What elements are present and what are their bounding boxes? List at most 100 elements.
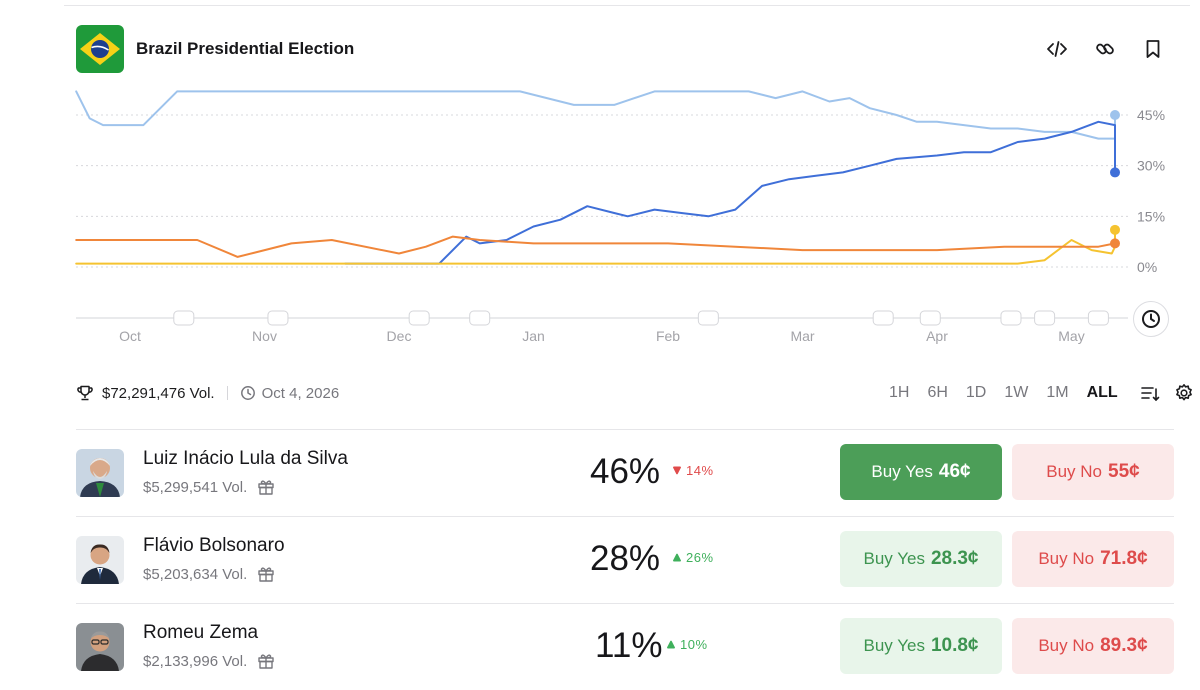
- y-tick-label: 30%: [1137, 158, 1165, 174]
- embed-button[interactable]: [1043, 35, 1071, 63]
- change-value: 14%: [686, 463, 714, 478]
- sort-button[interactable]: [1139, 382, 1161, 404]
- buy-no-price: 55¢: [1108, 461, 1140, 482]
- buy-no-label: Buy No: [1038, 549, 1095, 568]
- link-icon: [1096, 43, 1114, 55]
- range-1d[interactable]: 1D: [965, 384, 987, 401]
- gift-icon: [258, 480, 274, 495]
- x-tick-label: Dec: [387, 328, 412, 344]
- gift-icon: [258, 654, 274, 669]
- y-tick-label: 15%: [1137, 208, 1165, 224]
- candidate-volume: $5,299,541 Vol.: [143, 478, 275, 496]
- total-volume: $72,291,476 Vol.: [102, 384, 215, 402]
- candidate-volume: $5,203,634 Vol.: [143, 565, 275, 583]
- change-indicator: 10%: [666, 637, 708, 652]
- clock-icon: [1142, 310, 1160, 328]
- x-tick-label: Nov: [252, 328, 277, 344]
- chart-history-button[interactable]: [1133, 301, 1169, 337]
- timeline-marker: [1087, 310, 1109, 326]
- gift-button[interactable]: [257, 652, 275, 670]
- buy-no-button[interactable]: Buy No 89.3¢: [1012, 618, 1174, 674]
- change-value: 26%: [686, 550, 714, 565]
- timeline-marker: [408, 310, 430, 326]
- triangle-down-icon: [673, 466, 681, 475]
- timeline-marker: [872, 310, 894, 326]
- buy-yes-price: 46¢: [938, 461, 971, 482]
- market-header: Brazil Presidential Election: [76, 25, 1174, 73]
- x-tick-label: Mar: [790, 328, 814, 344]
- end-date: Oct 4, 2026: [261, 384, 340, 402]
- copy-link-button[interactable]: [1091, 35, 1119, 63]
- series-line-other: [75, 235, 1116, 258]
- outcome-row: Luiz Inácio Lula da Silva $5,299,541 Vol…: [76, 429, 1174, 516]
- buy-yes-price: 10.8¢: [930, 635, 979, 656]
- settings-button[interactable]: [1173, 382, 1195, 404]
- series-end-dot-zema: [1110, 224, 1120, 235]
- avatar: [76, 623, 124, 671]
- meta-divider: [226, 386, 228, 400]
- price-chart[interactable]: 0% 15% 30% 45% Oct Nov Dec Jan Feb Mar Apr May: [0, 82, 1200, 358]
- buy-yes-label: Buy Yes: [871, 462, 933, 481]
- candidate-volume-text: $5,299,541 Vol.: [143, 478, 248, 496]
- buy-yes-button[interactable]: Buy Yes 10.8¢: [840, 618, 1002, 674]
- timeline-marker: [469, 310, 491, 326]
- y-tick-label: 0%: [1137, 259, 1157, 275]
- range-1h[interactable]: 1H: [889, 384, 910, 401]
- candidate-volume-text: $2,133,996 Vol.: [143, 652, 248, 670]
- sort-icon: [1140, 387, 1160, 402]
- buy-no-price: 89.3¢: [1100, 635, 1148, 656]
- buy-no-button[interactable]: Buy No 55¢: [1012, 444, 1174, 500]
- buy-yes-price: 28.3¢: [930, 548, 979, 569]
- trophy-icon: [77, 385, 93, 401]
- timeline-marker: [1000, 310, 1022, 326]
- outcome-percent: 46%: [590, 452, 661, 491]
- candidate-name[interactable]: Luiz Inácio Lula da Silva: [143, 448, 348, 469]
- gift-icon: [258, 567, 274, 582]
- gift-button[interactable]: [257, 478, 275, 496]
- series-line-bolsonaro: [344, 120, 1116, 265]
- gift-button[interactable]: [257, 565, 275, 583]
- bookmark-button[interactable]: [1139, 35, 1167, 63]
- chart-svg: 0% 15% 30% 45% Oct Nov Dec Jan Feb Mar Apr May: [75, 90, 1165, 344]
- candidate-name[interactable]: Romeu Zema: [143, 622, 259, 643]
- code-icon: [1047, 41, 1067, 57]
- candidate-volume: $2,133,996 Vol.: [143, 652, 275, 670]
- timeline-marker: [1034, 310, 1056, 326]
- range-1w[interactable]: 1W: [1004, 384, 1029, 401]
- timeline-marker: [919, 310, 941, 326]
- outcome-percent: 11%: [595, 626, 663, 665]
- market-meta: $72,291,476 Vol. Oct 4, 2026: [76, 380, 339, 406]
- range-6h[interactable]: 6H: [927, 384, 948, 401]
- x-tick-label: Oct: [119, 328, 141, 344]
- outcome-row: Flávio Bolsonaro $5,203,634 Vol. 28% 26%…: [76, 516, 1174, 603]
- buy-yes-button[interactable]: Buy Yes 46¢: [840, 444, 1002, 500]
- x-tick-label: May: [1058, 328, 1084, 344]
- x-tick-label: Feb: [656, 328, 680, 344]
- triangle-up-icon: [667, 640, 675, 649]
- buy-no-price: 71.8¢: [1100, 548, 1148, 569]
- avatar: [76, 449, 124, 497]
- buy-yes-label: Buy Yes: [863, 636, 925, 655]
- series-end-dot-bolsonaro: [1110, 167, 1120, 178]
- x-tick-label: Jan: [522, 328, 545, 344]
- series-line-lula: [75, 90, 1116, 140]
- series-end-dot-other: [1110, 238, 1120, 249]
- x-tick-label: Apr: [926, 328, 948, 344]
- change-indicator: 14%: [672, 463, 714, 478]
- outcome-row: Romeu Zema $2,133,996 Vol. 11% 10% Buy Y…: [76, 603, 1174, 690]
- change-value: 10%: [680, 637, 708, 652]
- clock-icon: [240, 386, 255, 400]
- page-title: Brazil Presidential Election: [136, 39, 355, 58]
- buy-no-button[interactable]: Buy No 71.8¢: [1012, 531, 1174, 587]
- timeline-marker: [173, 310, 195, 326]
- buy-no-label: Buy No: [1038, 636, 1095, 655]
- candidate-name[interactable]: Flávio Bolsonaro: [143, 535, 285, 556]
- change-indicator: 26%: [672, 550, 714, 565]
- buy-yes-button[interactable]: Buy Yes 28.3¢: [840, 531, 1002, 587]
- brazil-flag-icon: [76, 25, 124, 73]
- range-1m[interactable]: 1M: [1046, 384, 1069, 401]
- range-all[interactable]: ALL: [1086, 384, 1118, 401]
- triangle-up-icon: [673, 553, 681, 562]
- y-tick-label: 45%: [1137, 107, 1165, 123]
- buy-no-label: Buy No: [1046, 462, 1103, 481]
